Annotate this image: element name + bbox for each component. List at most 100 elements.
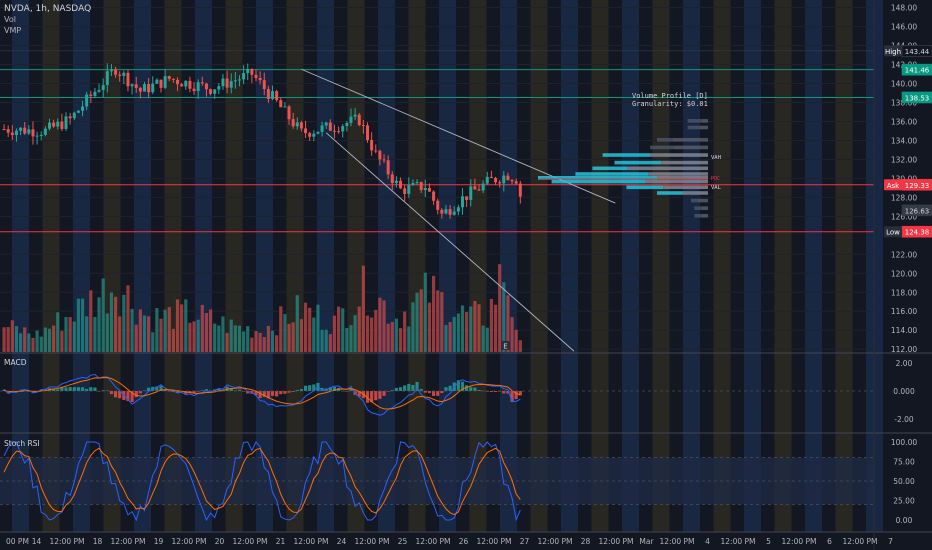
stoch-d-line bbox=[3, 447, 521, 516]
time-tick-label: 12:00 PM bbox=[355, 537, 390, 546]
candle-body bbox=[337, 131, 341, 133]
macd-histogram-bar bbox=[477, 389, 481, 391]
volume-bar bbox=[415, 292, 419, 352]
candle-body bbox=[233, 80, 237, 82]
volume-bar bbox=[370, 317, 374, 352]
profile-row-up bbox=[657, 191, 683, 195]
legend-vol[interactable]: Vol bbox=[4, 15, 16, 24]
volume-bar bbox=[295, 295, 299, 352]
session-band bbox=[774, 0, 792, 532]
volume-bar bbox=[411, 302, 415, 352]
macd-histogram-bar bbox=[159, 385, 163, 391]
candle-body bbox=[47, 122, 51, 129]
volume-bar bbox=[440, 292, 444, 352]
price-axis[interactable]: 148.00146.00144.00142.00140.00138.00136.… bbox=[891, 4, 917, 525]
stoch-tick-label: 50.00 bbox=[893, 477, 915, 486]
candle-body bbox=[506, 175, 510, 181]
candle-body bbox=[316, 131, 320, 134]
volume-bar bbox=[374, 309, 378, 352]
time-axis[interactable]: 00 PM 14 12:00 PM 18 12:00 PM 19 12:00 PM 20 12:… bbox=[6, 537, 893, 546]
candle-body bbox=[440, 209, 444, 214]
candle-body bbox=[411, 183, 415, 186]
candle-body bbox=[366, 125, 370, 141]
volume-bar bbox=[431, 275, 436, 352]
session-band bbox=[561, 0, 578, 532]
volume-bar bbox=[469, 306, 473, 352]
profile-row-down bbox=[650, 153, 708, 157]
candle-body bbox=[378, 150, 382, 160]
volume-bar bbox=[35, 330, 39, 352]
candle-body bbox=[283, 106, 287, 108]
price-badges: 143.44 High 141.46 138.53 129.33 Ask 126.63 124… bbox=[884, 45, 932, 238]
volume-bar bbox=[52, 325, 56, 352]
volume-bar bbox=[113, 296, 118, 352]
time-tick-label: 12:00 PM bbox=[660, 537, 695, 546]
price-tick-label: 134.00 bbox=[891, 136, 917, 145]
candle-body bbox=[415, 182, 419, 184]
volume-bar bbox=[394, 318, 399, 352]
candle-body bbox=[147, 84, 151, 93]
price-badge-value: 126.63 bbox=[905, 207, 930, 215]
profile-row-up bbox=[694, 213, 702, 218]
stoch-title[interactable]: Stoch RSI bbox=[4, 439, 40, 448]
candle-body bbox=[498, 182, 502, 184]
volume-bar bbox=[328, 334, 332, 352]
price-badge bbox=[901, 63, 932, 76]
macd-histogram-bar bbox=[427, 391, 432, 394]
macd-histogram-bar bbox=[456, 380, 460, 391]
volume-bar bbox=[47, 328, 52, 352]
candle-body bbox=[427, 188, 431, 192]
candle-body bbox=[56, 121, 60, 127]
candle-body bbox=[374, 150, 378, 152]
candle-body bbox=[109, 69, 113, 72]
symbol-title[interactable]: NVDA, 1h, NASDAQ bbox=[4, 4, 91, 14]
candle-body bbox=[308, 133, 312, 137]
volume-bar bbox=[163, 309, 167, 352]
macd-title[interactable]: MACD bbox=[4, 358, 27, 367]
candle-body bbox=[52, 122, 56, 127]
candle-body bbox=[390, 174, 394, 184]
macd-histogram-bar bbox=[390, 390, 394, 391]
candle-body bbox=[448, 209, 452, 215]
macd-histogram-bar bbox=[242, 391, 246, 392]
stoch-tick-label: 75.00 bbox=[893, 458, 915, 467]
volume-bar bbox=[159, 318, 163, 352]
volume-bar bbox=[175, 299, 180, 352]
session-band bbox=[378, 0, 395, 532]
macd-histogram-bar bbox=[237, 389, 242, 391]
session-band bbox=[530, 0, 548, 532]
time-tick-label: 7 bbox=[888, 537, 893, 546]
volume-bar bbox=[481, 325, 485, 352]
volume-bar bbox=[27, 333, 31, 352]
macd-histogram-bar bbox=[229, 388, 233, 391]
volume-bar bbox=[477, 304, 481, 352]
profile-row-up bbox=[694, 206, 702, 210]
macd-histogram-bar bbox=[374, 391, 378, 401]
candle-body bbox=[155, 79, 159, 84]
macd-histogram-bar bbox=[72, 387, 76, 391]
profile-row-up bbox=[687, 119, 702, 123]
candle-body bbox=[250, 68, 254, 75]
time-tick-label: 27 bbox=[520, 537, 530, 546]
candle-body bbox=[171, 78, 175, 80]
volume-bar bbox=[171, 328, 175, 352]
candle-body bbox=[399, 180, 403, 189]
stoch-tick-label: 100.00 bbox=[891, 438, 917, 447]
candle-body bbox=[419, 182, 423, 191]
price-tick-label: 122.00 bbox=[891, 250, 917, 259]
macd-histogram-bar bbox=[332, 387, 337, 391]
volume-bar bbox=[130, 308, 134, 352]
legend-vmp[interactable]: VMP bbox=[4, 26, 21, 35]
volume-bar bbox=[167, 307, 171, 352]
macd-tick-label: 0.000 bbox=[893, 387, 915, 396]
session-band bbox=[744, 0, 761, 532]
macd-histogram-bar bbox=[287, 391, 291, 393]
earnings-marker-box[interactable] bbox=[501, 341, 510, 350]
candles bbox=[2, 63, 522, 219]
volume-bar bbox=[23, 327, 27, 352]
macd-histogram-bar bbox=[473, 387, 477, 391]
stoch-overbought-oversold-band bbox=[0, 457, 874, 505]
earnings-marker[interactable]: E bbox=[503, 343, 507, 351]
